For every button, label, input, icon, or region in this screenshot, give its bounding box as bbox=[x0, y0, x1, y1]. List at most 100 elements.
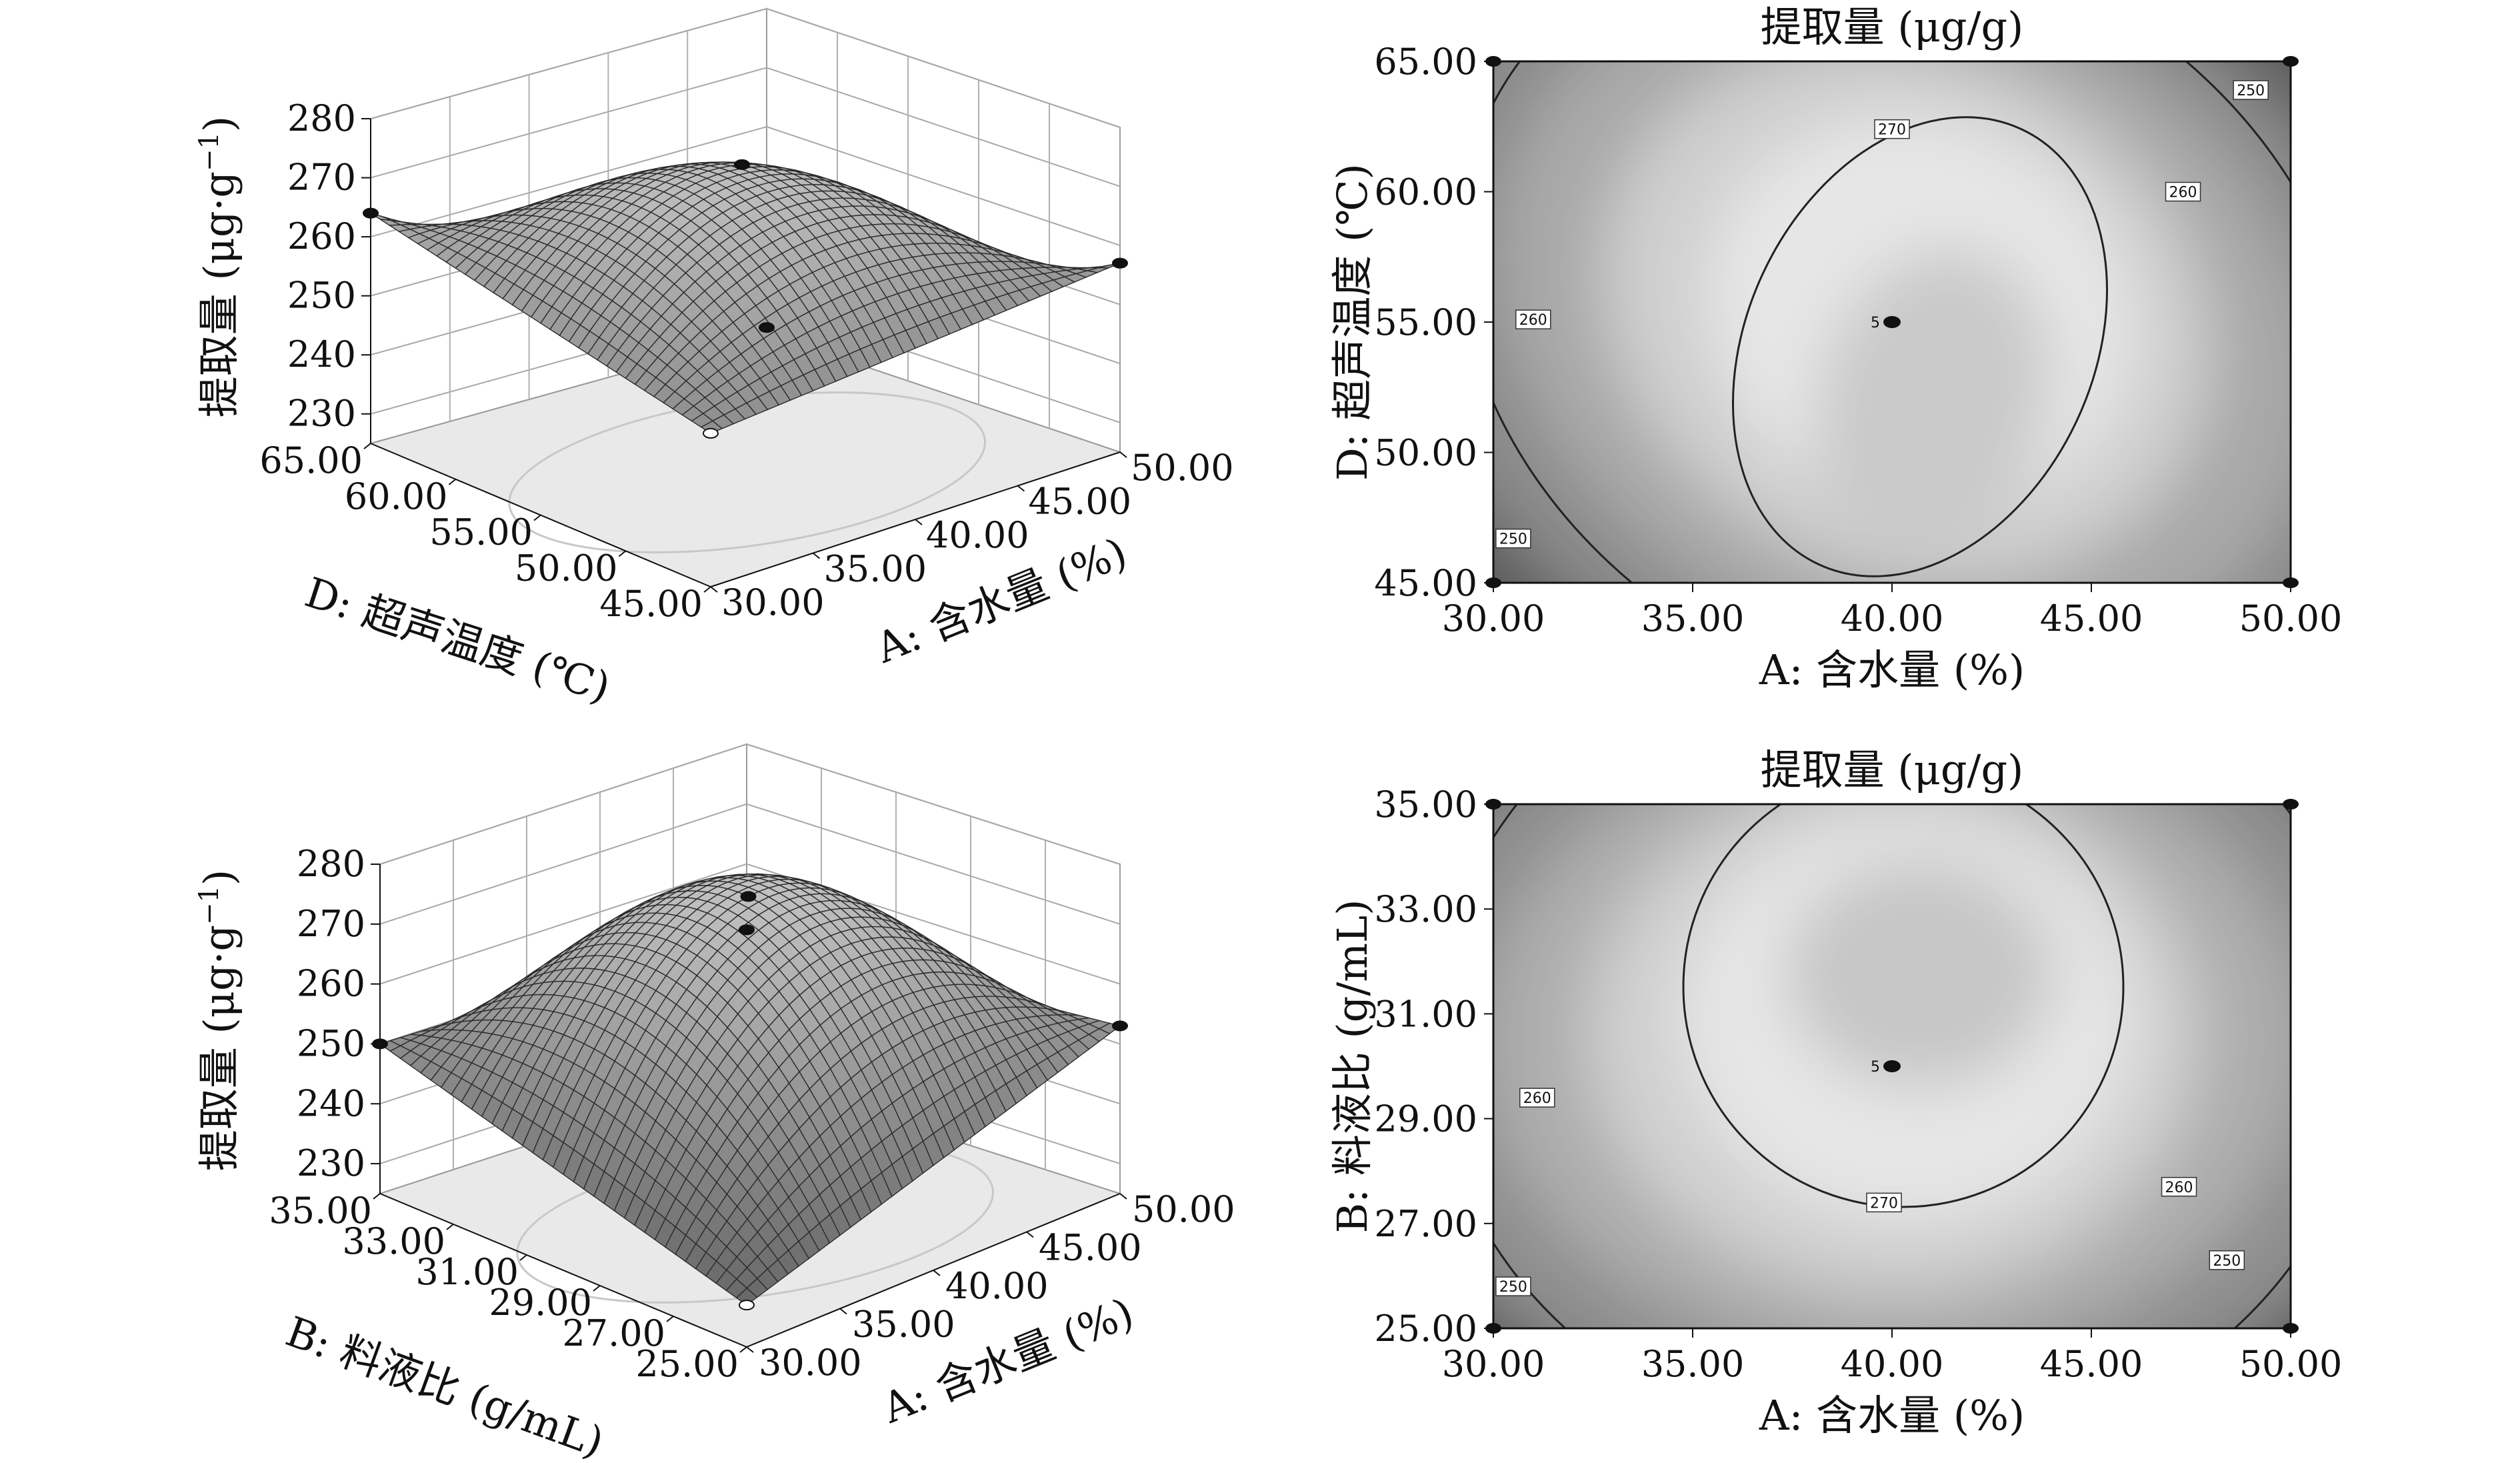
contour-line bbox=[1493, 61, 2291, 583]
x-tick bbox=[812, 552, 821, 559]
z-gridline bbox=[379, 803, 1121, 925]
x-tick-label: 50.00 bbox=[2239, 1343, 2343, 1385]
z-axis-title-sup: −1 bbox=[194, 132, 225, 171]
y-axis-title: D: 超声温度 (℃) bbox=[1328, 163, 1377, 481]
z-axis-title-close: ) bbox=[195, 870, 243, 886]
x-tick-label: 35.00 bbox=[824, 548, 927, 590]
x-tick-label: 40.00 bbox=[1841, 1343, 1944, 1385]
x-tick-label: 30.00 bbox=[759, 1342, 862, 1384]
y-tick-label: 50.00 bbox=[515, 547, 618, 589]
y-tick bbox=[446, 1224, 454, 1230]
design-point bbox=[1112, 1020, 1128, 1032]
z-tick-label: 260 bbox=[297, 963, 365, 1005]
y-tick bbox=[519, 1254, 527, 1261]
design-point bbox=[703, 427, 719, 439]
contour-label: 270 bbox=[1878, 122, 1906, 139]
y-axis-line bbox=[379, 1193, 747, 1348]
y-tick-label: 35.00 bbox=[269, 1190, 372, 1232]
x-tick bbox=[1017, 485, 1025, 492]
y-tick-label: 29.00 bbox=[489, 1282, 592, 1324]
x-tick-label: 40.00 bbox=[926, 514, 1029, 556]
x-tick-label: 30.00 bbox=[721, 581, 825, 623]
y-tick-label: 50.00 bbox=[1374, 432, 1477, 474]
design-point bbox=[740, 891, 757, 902]
contour-title: 提取量 (μg/g) bbox=[1761, 746, 2024, 794]
x-tick-label: 50.00 bbox=[2239, 597, 2343, 639]
y-axis-line bbox=[370, 443, 711, 587]
x-tick-label: 45.00 bbox=[1029, 481, 1132, 523]
x-tick bbox=[710, 586, 718, 593]
contour-label-box bbox=[1495, 528, 1531, 549]
x-tick-label: 45.00 bbox=[1039, 1227, 1142, 1269]
x-tick bbox=[915, 519, 923, 525]
x-axis-line bbox=[710, 451, 1121, 587]
z-gridline bbox=[370, 126, 1121, 247]
x-tick bbox=[746, 1346, 754, 1353]
contour-label-box bbox=[2161, 1177, 2197, 1197]
x-tick-label: 40.00 bbox=[945, 1265, 1049, 1307]
z-axis-title-sup: −1 bbox=[194, 886, 225, 925]
contour-label: 270 bbox=[1870, 1195, 1898, 1212]
y-tick-label: 45.00 bbox=[1374, 562, 1477, 604]
x-tick-label: 35.00 bbox=[1641, 597, 1745, 639]
design-point bbox=[739, 924, 755, 936]
z-gridline bbox=[370, 67, 1121, 187]
contour-line bbox=[1682, 804, 2125, 1208]
contour-label-box bbox=[2209, 1250, 2245, 1270]
contour-plot-4: 270 260 260 250 250 5 30.00 35.00 40.00 45.00 50.0… bbox=[1328, 746, 2343, 1440]
z-tick-label: 280 bbox=[287, 97, 356, 139]
contour-band bbox=[1817, 249, 2050, 551]
y-tick-label: 33.00 bbox=[342, 1220, 445, 1262]
surface-facet bbox=[735, 1287, 758, 1306]
y-tick-label: 60.00 bbox=[345, 475, 448, 517]
contour-plot-2: 270 260 260 250 250 5 30.00 35.00 40.00 45.00 50.0… bbox=[1328, 3, 2343, 694]
y-tick-label: 65.00 bbox=[1374, 41, 1477, 83]
y-tick-label: 25.00 bbox=[1374, 1308, 1477, 1350]
x-tick bbox=[1119, 451, 1127, 458]
x-tick bbox=[839, 1308, 847, 1315]
surface-plot-1: 230 240 250 260 270 280 提取量 (μg·g−1) 30.0035.00… bbox=[194, 7, 1234, 712]
y-axis-title: B: 料液比 (g/mL) bbox=[280, 1307, 611, 1463]
design-point bbox=[734, 159, 750, 170]
contour-label: 250 bbox=[1499, 531, 1527, 548]
x-tick bbox=[1026, 1231, 1034, 1238]
contour-label: 250 bbox=[2213, 1253, 2241, 1270]
design-point bbox=[759, 322, 775, 333]
x-tick-label: 40.00 bbox=[1841, 597, 1944, 639]
y-tick-label: 60.00 bbox=[1374, 171, 1477, 213]
y-tick bbox=[373, 1193, 381, 1200]
contour-label: 250 bbox=[2237, 83, 2265, 99]
z-tick-label: 230 bbox=[297, 1142, 365, 1184]
surface-mesh bbox=[379, 873, 1121, 1306]
z-gridline bbox=[370, 7, 1121, 128]
contour-label-box bbox=[1495, 1276, 1531, 1296]
y-tick bbox=[739, 1346, 747, 1353]
contour-label: 250 bbox=[1499, 1279, 1527, 1296]
x-tick bbox=[933, 1270, 941, 1276]
contour-label: 260 bbox=[2165, 1180, 2193, 1196]
x-tick-label: 30.00 bbox=[1442, 1343, 1545, 1385]
z-axis-title: 提取量 (μg·g−1) bbox=[194, 116, 243, 417]
y-tick bbox=[533, 514, 541, 521]
contour-title: 提取量 (μg/g) bbox=[1761, 3, 2024, 51]
y-tick-label: 55.00 bbox=[1374, 301, 1477, 343]
z-gridline bbox=[379, 863, 1121, 985]
y-tick-label: 55.00 bbox=[429, 511, 533, 553]
y-tick-label: 31.00 bbox=[415, 1251, 519, 1293]
z-axis-title-close: ) bbox=[195, 116, 243, 132]
z-tick-label: 270 bbox=[297, 903, 365, 945]
z-axis-title: 提取量 (μg·g−1) bbox=[194, 870, 243, 1171]
contour-label: 260 bbox=[1519, 312, 1547, 329]
center-point bbox=[1883, 1060, 1901, 1072]
y-tick bbox=[618, 550, 627, 557]
x-tick-label: 50.00 bbox=[1131, 447, 1234, 489]
contour-label: 260 bbox=[2169, 185, 2197, 201]
x-tick-label: 30.00 bbox=[1442, 597, 1545, 639]
x-tick bbox=[1119, 1193, 1127, 1200]
contour-band bbox=[1787, 860, 2053, 1087]
contour-gradient bbox=[1493, 61, 2291, 583]
z-tick-label: 250 bbox=[287, 275, 356, 317]
design-point bbox=[1112, 257, 1128, 269]
